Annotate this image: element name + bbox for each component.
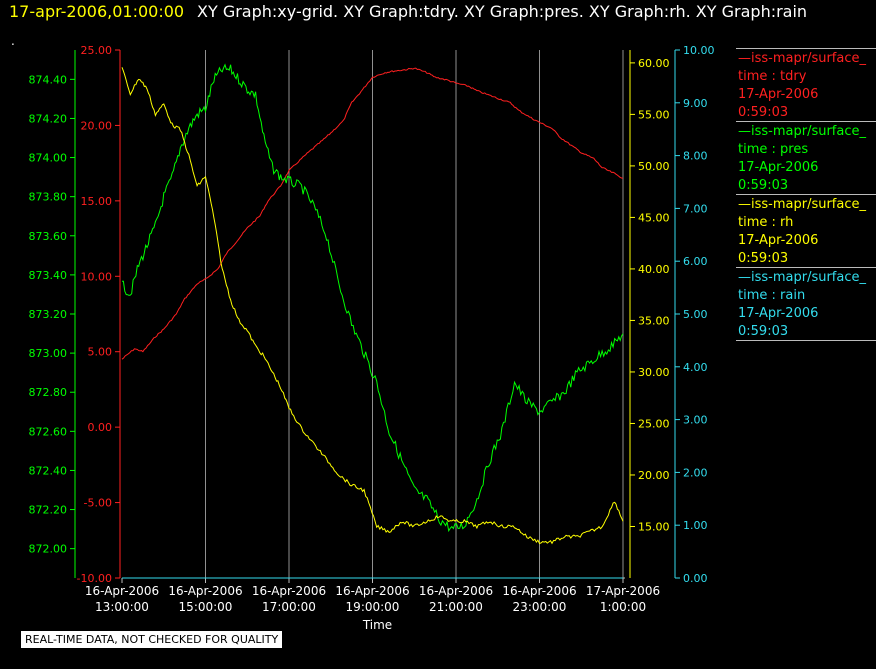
legend-entry-pres: —iss-mapr/surface_ time : pres 17-Apr-20…	[736, 121, 876, 194]
y-tick-label-rh: 20.00	[638, 469, 670, 482]
x-tick-label-time: 15:00:00	[179, 600, 233, 614]
x-tick-label-date: 16-Apr-2006	[85, 584, 159, 598]
y-tick-label-tdry: 25.00	[81, 44, 113, 57]
y-tick-label-tdry: -10.00	[77, 572, 112, 585]
y-tick-label-pres: 872.60	[29, 425, 68, 438]
marker-dot: .	[11, 34, 15, 48]
y-tick-label-pres: 874.20	[29, 112, 68, 125]
legend-date: 17-Apr-2006	[738, 233, 819, 248]
y-tick-label-pres: 873.20	[29, 308, 68, 321]
legend: —iss-mapr/surface_ time : tdry 17-Apr-20…	[736, 48, 876, 342]
legend-source: —iss-mapr/surface_	[738, 270, 867, 285]
y-tick-label-rain: 7.00	[683, 202, 708, 215]
x-tick-label-time: 19:00:00	[346, 600, 400, 614]
legend-variable: time : tdry	[738, 69, 807, 84]
x-tick-label-time: 17:00:00	[262, 600, 316, 614]
y-tick-label-rh: 30.00	[638, 366, 670, 379]
legend-source: —iss-mapr/surface_	[738, 124, 867, 139]
legend-date: 17-Apr-2006	[738, 306, 819, 321]
y-tick-label-rain: 5.00	[683, 308, 708, 321]
y-tick-label-rh: 60.00	[638, 57, 670, 70]
legend-time: 0:59:03	[738, 105, 789, 120]
legend-entry-tdry: —iss-mapr/surface_ time : tdry 17-Apr-20…	[736, 48, 876, 121]
y-tick-label-rh: 55.00	[638, 108, 670, 121]
legend-time: 0:59:03	[738, 324, 789, 339]
y-tick-label-rain: 0.00	[683, 572, 708, 585]
y-tick-label-tdry: 5.00	[88, 346, 113, 359]
legend-divider	[736, 340, 876, 342]
legend-date: 17-Apr-2006	[738, 87, 819, 102]
y-tick-label-rh: 35.00	[638, 314, 670, 327]
x-tick-label-date: 16-Apr-2006	[335, 584, 409, 598]
x-tick-label-time: 21:00:00	[429, 600, 483, 614]
legend-source: —iss-mapr/surface_	[738, 51, 867, 66]
x-tick-label-date: 17-Apr-2006	[586, 584, 660, 598]
y-tick-label-rh: 25.00	[638, 417, 670, 430]
y-tick-label-tdry: 10.00	[81, 270, 113, 283]
x-tick-label-date: 16-Apr-2006	[252, 584, 326, 598]
y-tick-label-rain: 1.00	[683, 519, 708, 532]
y-tick-label-rain: 9.00	[683, 97, 708, 110]
y-tick-label-pres: 873.00	[29, 347, 68, 360]
y-tick-label-rain: 6.00	[683, 255, 708, 268]
y-tick-label-pres: 873.60	[29, 230, 68, 243]
series-line-rh	[121, 67, 624, 545]
x-tick-label-time: 13:00:00	[95, 600, 149, 614]
y-tick-label-rain: 4.00	[683, 361, 708, 374]
y-tick-label-pres: 872.40	[29, 464, 68, 477]
legend-entry-rh: —iss-mapr/surface_ time : rh 17-Apr-2006…	[736, 194, 876, 267]
y-tick-label-rh: 40.00	[638, 263, 670, 276]
quality-disclaimer: REAL-TIME DATA, NOT CHECKED FOR QUALITY	[21, 631, 283, 648]
legend-variable: time : rh	[738, 215, 794, 230]
y-tick-label-rain: 2.00	[683, 466, 708, 479]
legend-variable: time : rain	[738, 288, 806, 303]
header-bar: 17-apr-2006,01:00:00 XY Graph:xy-grid. X…	[0, 0, 876, 30]
x-tick-label-date: 16-Apr-2006	[502, 584, 576, 598]
series-line-tdry	[121, 67, 624, 360]
y-tick-label-tdry: 0.00	[88, 421, 113, 434]
y-tick-label-pres: 872.20	[29, 504, 68, 517]
y-tick-label-pres: 873.40	[29, 269, 68, 282]
y-tick-label-rain: 8.00	[683, 150, 708, 163]
y-tick-label-pres: 874.40	[29, 73, 68, 86]
x-tick-label-date: 16-Apr-2006	[419, 584, 493, 598]
y-tick-label-rain: 3.00	[683, 414, 708, 427]
series-line-pres	[122, 63, 624, 533]
y-tick-label-pres: 873.80	[29, 191, 68, 204]
y-tick-label-tdry: 15.00	[81, 195, 113, 208]
y-tick-label-rain: 10.00	[683, 44, 715, 57]
x-tick-label-date: 16-Apr-2006	[168, 584, 242, 598]
y-tick-label-rh: 45.00	[638, 211, 670, 224]
x-axis-title: Time	[362, 618, 392, 632]
y-tick-label-tdry: 20.00	[81, 119, 113, 132]
y-tick-label-pres: 872.00	[29, 543, 68, 556]
y-tick-label-pres: 874.00	[29, 152, 68, 165]
header-graph-list: XY Graph:xy-grid. XY Graph:tdry. XY Grap…	[197, 2, 808, 21]
legend-time: 0:59:03	[738, 178, 789, 193]
header-timestamp: 17-apr-2006,01:00:00	[9, 2, 185, 21]
y-tick-label-pres: 872.80	[29, 386, 68, 399]
legend-source: —iss-mapr/surface_	[738, 197, 867, 212]
y-tick-label-rh: 50.00	[638, 160, 670, 173]
legend-variable: time : pres	[738, 142, 809, 157]
legend-entry-rain: —iss-mapr/surface_ time : rain 17-Apr-20…	[736, 267, 876, 340]
legend-date: 17-Apr-2006	[738, 160, 819, 175]
legend-time: 0:59:03	[738, 251, 789, 266]
y-tick-label-rh: 15.00	[638, 520, 670, 533]
x-tick-label-time: 23:00:00	[513, 600, 567, 614]
y-tick-label-tdry: -5.00	[84, 497, 112, 510]
x-tick-label-time: 1:00:00	[600, 600, 646, 614]
